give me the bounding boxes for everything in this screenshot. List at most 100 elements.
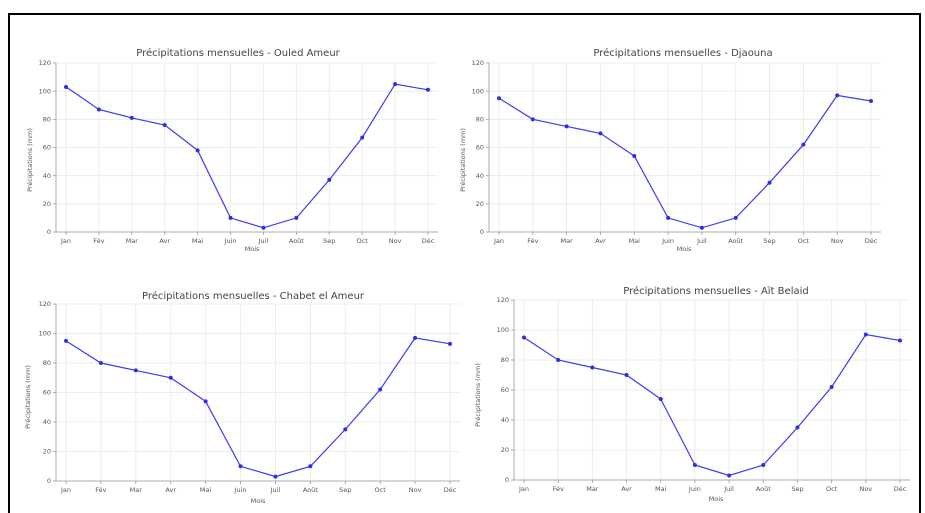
data-point	[801, 142, 806, 147]
x-tick-label: Déc	[894, 485, 907, 493]
x-tick-label: Nov	[831, 237, 844, 245]
x-tick-label: Juil	[258, 237, 269, 245]
data-point	[327, 177, 332, 182]
data-point	[666, 215, 671, 220]
data-point	[497, 96, 501, 101]
y-axis-label: Précipitations (mm)	[24, 365, 32, 429]
chart-chabet-el-ameur: Précipitations mensuelles - Chabet el Am…	[24, 290, 460, 505]
data-point	[692, 463, 697, 467]
data-point	[699, 225, 704, 230]
y-axis-label: Précipitations (mm)	[474, 363, 482, 427]
x-tick-label: Mar	[130, 486, 143, 494]
y-tick-label: 20	[501, 446, 509, 454]
data-point	[64, 84, 68, 89]
data-point	[133, 368, 138, 373]
x-tick-label: Fév	[553, 485, 564, 493]
chart-title: Précipitations mensuelles - Aït Belaid	[623, 285, 808, 297]
x-tick-label: Fév	[527, 237, 538, 245]
data-point	[829, 385, 834, 389]
y-tick-label: 100	[39, 87, 51, 95]
data-point	[378, 387, 383, 392]
x-tick-label: Déc	[865, 237, 878, 245]
x-tick-label: Mar	[561, 237, 574, 245]
x-tick-label: Avr	[159, 237, 170, 245]
data-point	[203, 399, 208, 404]
x-tick-label: Mai	[192, 237, 204, 245]
x-tick-label: Juil	[696, 237, 707, 245]
y-tick-label: 0	[505, 476, 509, 484]
y-tick-label: 20	[43, 448, 51, 456]
data-point	[98, 361, 103, 365]
data-point	[624, 373, 629, 377]
x-tick-label: Mai	[629, 237, 641, 245]
x-tick-label: Avr	[165, 486, 176, 494]
y-tick-label: 100	[39, 330, 51, 338]
y-tick-label: 60	[501, 386, 509, 394]
x-tick-label: Jan	[60, 237, 71, 245]
chart-djaouna: Précipitations mensuelles - Djaouna Préc…	[459, 47, 881, 253]
chart-ouled-ameur: Précipitations mensuelles - Ouled Ameur …	[26, 47, 438, 253]
series-line	[523, 333, 901, 477]
series-line	[65, 83, 429, 229]
x-tick-label: Déc	[444, 486, 457, 494]
x-tick-label: Jan	[60, 486, 71, 494]
x-axis-label: Mois	[709, 495, 724, 503]
y-tick-label: 120	[497, 296, 509, 304]
y-tick-label: 0	[47, 477, 51, 485]
x-tick-label: Août	[756, 485, 771, 493]
data-point	[261, 225, 266, 230]
x-tick-label: Août	[728, 237, 743, 245]
chart-ait-belaid: Précipitations mensuelles - Aït Belaid P…	[474, 285, 910, 503]
x-tick-label: Sep	[791, 485, 803, 493]
y-tick-label: 60	[43, 389, 51, 397]
x-axis-label: Mois	[251, 497, 266, 505]
x-tick-label: Mai	[655, 485, 667, 493]
y-tick-label: 80	[476, 116, 484, 124]
y-axis-label: Précipitations (mm)	[459, 128, 467, 192]
x-tick-label: Avr	[595, 237, 606, 245]
data-point	[556, 358, 561, 362]
y-tick-label: 60	[43, 144, 51, 152]
x-tick-label: Mai	[200, 486, 212, 494]
data-point	[795, 425, 800, 430]
x-tick-label: Jan	[493, 237, 504, 245]
data-point	[658, 397, 663, 401]
x-tick-label: Nov	[859, 485, 872, 493]
data-point	[64, 338, 68, 343]
data-point	[835, 93, 840, 98]
data-point	[168, 375, 173, 380]
data-point	[195, 148, 200, 153]
y-tick-label: 0	[480, 228, 484, 236]
chart-title: Précipitations mensuelles - Ouled Ameur	[136, 47, 340, 59]
data-point	[96, 107, 101, 112]
data-point	[360, 135, 365, 140]
y-tick-label: 80	[43, 116, 51, 124]
x-tick-label: Oct	[357, 237, 369, 245]
y-tick-label: 0	[47, 228, 51, 236]
x-tick-label: Juin	[688, 485, 701, 493]
data-point	[343, 427, 348, 432]
data-point	[733, 215, 738, 220]
y-tick-label: 80	[43, 359, 51, 367]
x-tick-label: Sep	[323, 237, 335, 245]
x-tick-label: Fév	[95, 486, 106, 494]
x-tick-label: Nov	[389, 237, 402, 245]
x-tick-label: Avr	[621, 485, 632, 493]
data-point	[426, 87, 430, 92]
y-tick-label: 60	[476, 144, 484, 152]
data-point	[564, 124, 569, 129]
x-tick-label: Mar	[586, 485, 599, 493]
x-tick-label: Oct	[826, 485, 838, 493]
x-tick-label: Juil	[270, 486, 281, 494]
y-tick-label: 40	[43, 172, 51, 180]
y-axis-label: Précipitations (mm)	[26, 128, 34, 192]
x-tick-label: Mar	[126, 237, 139, 245]
y-tick-label: 40	[43, 418, 51, 426]
data-point	[413, 335, 418, 340]
x-axis-label: Mois	[677, 245, 692, 253]
data-point	[448, 341, 452, 346]
data-point	[863, 332, 868, 337]
y-tick-label: 40	[501, 416, 509, 424]
x-tick-label: Sep	[339, 486, 351, 494]
data-point	[767, 180, 772, 185]
